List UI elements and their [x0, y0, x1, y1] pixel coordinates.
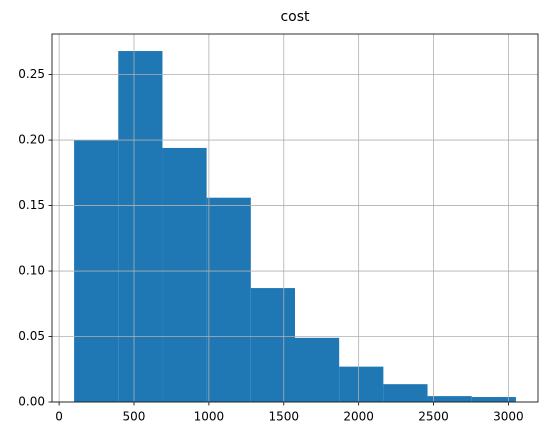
- y-tick-label: 0.10: [18, 264, 45, 278]
- y-tick-label: 0.00: [18, 395, 45, 409]
- chart-title: cost: [280, 9, 310, 25]
- bar: [339, 366, 384, 402]
- y-tick-label: 0.25: [18, 67, 45, 81]
- bar: [250, 288, 295, 402]
- x-tick-label: 1000: [194, 410, 225, 424]
- bar: [118, 51, 163, 403]
- bar: [383, 384, 428, 402]
- bar: [427, 396, 472, 402]
- y-tick-label: 0.15: [18, 198, 45, 212]
- x-tick-label: 2500: [418, 410, 449, 424]
- bar: [206, 197, 251, 402]
- x-tick-label: 0: [55, 410, 63, 424]
- x-tick-label: 2000: [343, 410, 374, 424]
- bar: [295, 337, 340, 402]
- bar: [471, 397, 516, 402]
- y-tick-label: 0.05: [18, 329, 45, 343]
- x-tick-label: 1500: [268, 410, 299, 424]
- plot-frame: [51, 33, 539, 403]
- bar: [162, 147, 207, 402]
- x-tick-label: 500: [123, 410, 146, 424]
- x-tick-label: 3000: [493, 410, 524, 424]
- y-tick-label: 0.20: [18, 133, 45, 147]
